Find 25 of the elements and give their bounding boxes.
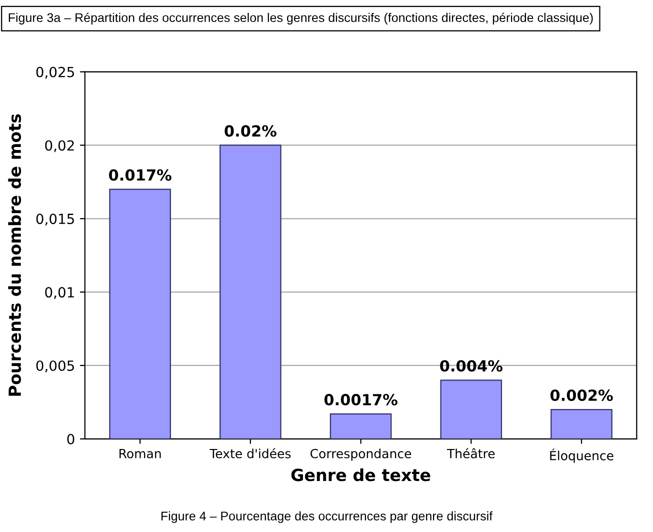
data-label: 0.004% <box>440 360 502 372</box>
x-axis-title: Genre de texte <box>291 468 430 482</box>
bar <box>330 413 392 439</box>
x-tick-label: Texte d'idées <box>210 448 291 458</box>
data-label: 0.002% <box>550 389 613 402</box>
y-axis-title: Pourcents du nombre de mots <box>8 114 22 396</box>
x-tick-label: Roman <box>120 449 161 458</box>
bar <box>550 408 612 439</box>
bar <box>440 380 502 439</box>
y-tick-label: 0,01 <box>45 287 74 299</box>
chart-title: Figure 3a – Répartition des occurrences selon les genres discursifs (fonctions directes, période classique) <box>8 12 593 25</box>
bar <box>109 188 171 439</box>
data-label: 0.017% <box>108 169 172 181</box>
y-tick-label: 0,025 <box>36 66 74 79</box>
data-label: 0.02% <box>224 125 276 137</box>
data-label: 0.0017% <box>324 394 398 406</box>
bar <box>220 144 282 439</box>
y-tick-label: 0,005 <box>36 360 74 372</box>
caption: Figure 4 – Pourcentage des occurrences par genre discursif <box>161 511 493 523</box>
x-tick-label: Éloquence <box>550 448 614 463</box>
y-tick-label: 0,015 <box>36 214 74 226</box>
y-tick-label: 0 <box>67 434 74 444</box>
x-tick-label: Théâtre <box>446 448 495 458</box>
x-tick-label: Correspondance <box>310 448 412 461</box>
y-tick-label: 0,02 <box>45 140 74 152</box>
